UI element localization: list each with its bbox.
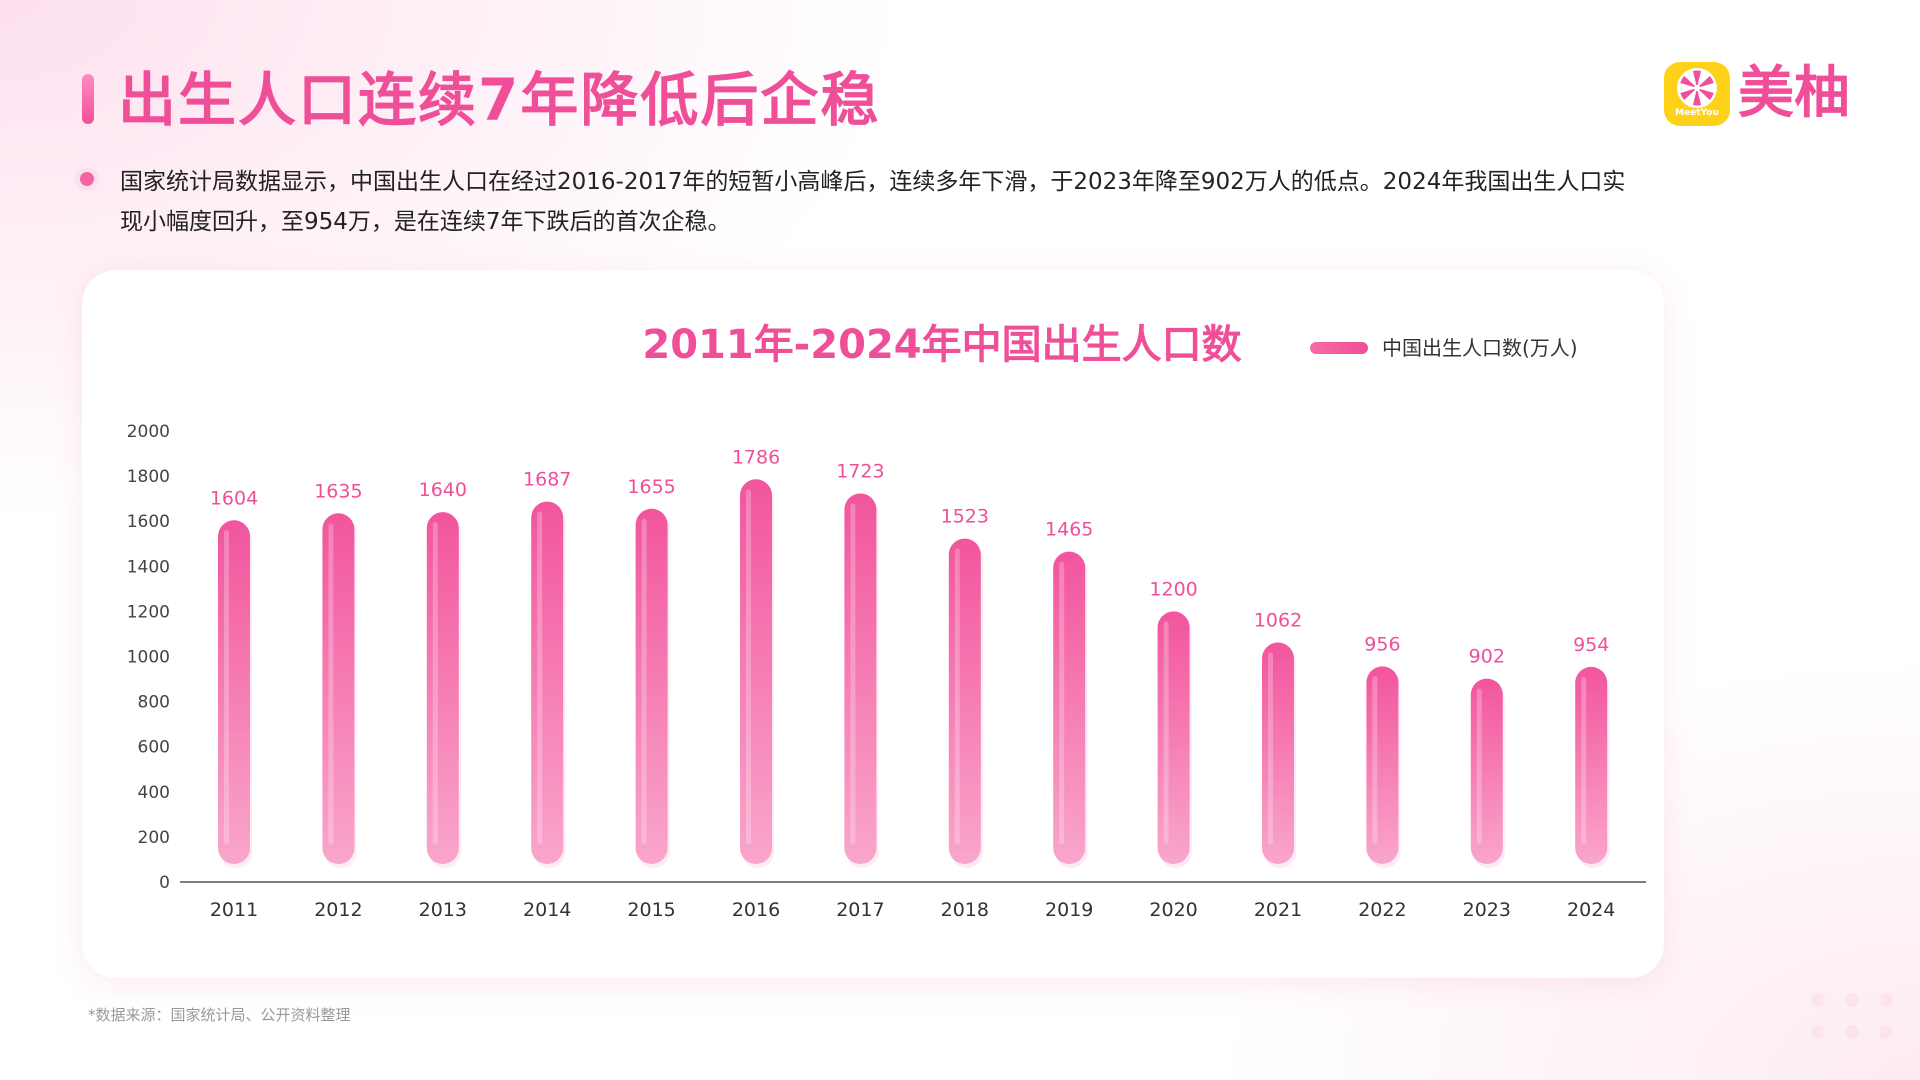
bar-value-label: 1200 — [1149, 578, 1197, 600]
bar-highlight — [641, 518, 647, 844]
bar-value-label: 1655 — [627, 476, 675, 498]
x-tick-label: 2011 — [210, 899, 258, 921]
x-tick-label: 2020 — [1149, 899, 1197, 921]
x-tick-label: 2012 — [314, 899, 362, 921]
bar-value-label: 1465 — [1045, 519, 1093, 541]
x-tick-label: 2018 — [941, 899, 989, 921]
x-tick-label: 2022 — [1358, 899, 1406, 921]
bars: 1604 1635 1640 1687 1655 1786 1723 1523 1465 1200… — [210, 446, 1609, 868]
bar — [635, 508, 668, 864]
bar-highlight — [224, 530, 229, 844]
grapefruit-icon — [1677, 68, 1717, 108]
y-tick-label: 1800 — [127, 467, 170, 487]
bullet-dot — [80, 172, 94, 186]
decorative-dots — [1811, 993, 1893, 1039]
bar-highlight — [537, 511, 543, 844]
y-tick-label: 800 — [138, 693, 170, 713]
bar-highlight — [1372, 676, 1378, 844]
x-axis: 2011 2012 2013 2014 2015 2016 2017 2018 2019 2020… — [180, 881, 1646, 921]
bar-highlight — [850, 503, 856, 844]
bar — [948, 538, 981, 864]
bar-value-label: 956 — [1364, 633, 1400, 655]
bar — [531, 501, 564, 864]
bar-highlight — [954, 548, 960, 844]
x-tick-label: 2023 — [1463, 899, 1511, 921]
y-tick-label: 400 — [138, 783, 170, 803]
bar-highlight — [328, 523, 334, 844]
bar-highlight — [1476, 688, 1482, 844]
page-title: 出生人口连续7年降低后企稳 — [118, 66, 881, 134]
bar — [740, 479, 772, 864]
bar-value-label: 902 — [1469, 646, 1505, 668]
y-tick-label: 1200 — [127, 602, 170, 622]
description-text: 国家统计局数据显示，中国出生人口在经过2016-2017年的短暂小高峰后，连续多… — [120, 169, 1626, 235]
bar-value-label: 1062 — [1254, 610, 1302, 632]
chart-title: 2011年-2024年中国出生人口数 — [642, 322, 1242, 368]
y-axis: 0 200 400 600 800 1000 1200 1400 1600 1800 2000 — [127, 422, 170, 893]
y-tick-label: 200 — [138, 828, 170, 848]
bar-highlight — [1268, 652, 1273, 844]
bar — [322, 513, 355, 864]
bar — [426, 512, 459, 864]
source-note: *数据来源：国家统计局、公开资料整理 — [88, 1006, 351, 1024]
legend-label: 中国出生人口数(万人) — [1382, 336, 1578, 360]
y-tick-label: 1000 — [127, 648, 170, 668]
chart-card: 2011年-2024年中国出生人口数 中国出生人口数(万人) 0 200 400 60… — [82, 270, 1664, 978]
y-tick-label: 600 — [138, 738, 170, 758]
x-tick-label: 2024 — [1567, 899, 1615, 921]
x-tick-label: 2019 — [1045, 899, 1093, 921]
brand-logo: MeetYou 美柚 — [1664, 60, 1864, 130]
legend-swatch — [1310, 342, 1368, 354]
x-tick-label: 2013 — [419, 899, 467, 921]
y-tick-label: 0 — [159, 873, 170, 893]
bar-value-label: 1604 — [210, 487, 258, 509]
bar-value-label: 1635 — [314, 480, 362, 502]
bar — [844, 493, 877, 864]
bar-value-label: 1786 — [732, 446, 780, 468]
bar — [1157, 611, 1190, 864]
x-tick-label: 2021 — [1254, 899, 1302, 921]
bar — [218, 520, 250, 864]
bar — [1575, 666, 1608, 864]
y-tick-label: 1400 — [127, 557, 170, 577]
x-tick-label: 2016 — [732, 899, 780, 921]
bar-highlight — [746, 489, 751, 844]
logo-badge: MeetYou — [1664, 62, 1730, 126]
bar — [1366, 666, 1399, 864]
bar-highlight — [1163, 621, 1169, 844]
bar-highlight — [1581, 676, 1587, 844]
x-tick-label: 2015 — [627, 899, 675, 921]
bar — [1053, 551, 1086, 864]
bar — [1470, 678, 1503, 864]
bar-value-label: 1687 — [523, 469, 571, 491]
bar-chart: 0 200 400 600 800 1000 1200 1400 1600 1800 2000 16… — [127, 422, 1646, 921]
bar-value-label: 1723 — [836, 460, 884, 482]
bar — [1262, 642, 1294, 864]
x-tick-label: 2014 — [523, 899, 571, 921]
x-tick-label: 2017 — [836, 899, 884, 921]
logo-badge-text: MeetYou — [1675, 108, 1719, 118]
y-tick-label: 2000 — [127, 422, 170, 442]
y-tick-label: 1600 — [127, 512, 170, 532]
bar-value-label: 954 — [1573, 634, 1609, 656]
title-accent-bar — [82, 74, 94, 124]
bar-highlight — [432, 522, 438, 844]
logo-text: 美柚 — [1738, 61, 1850, 126]
bar-value-label: 1640 — [419, 479, 467, 501]
bar-highlight — [1059, 561, 1065, 844]
bar-value-label: 1523 — [941, 506, 989, 528]
